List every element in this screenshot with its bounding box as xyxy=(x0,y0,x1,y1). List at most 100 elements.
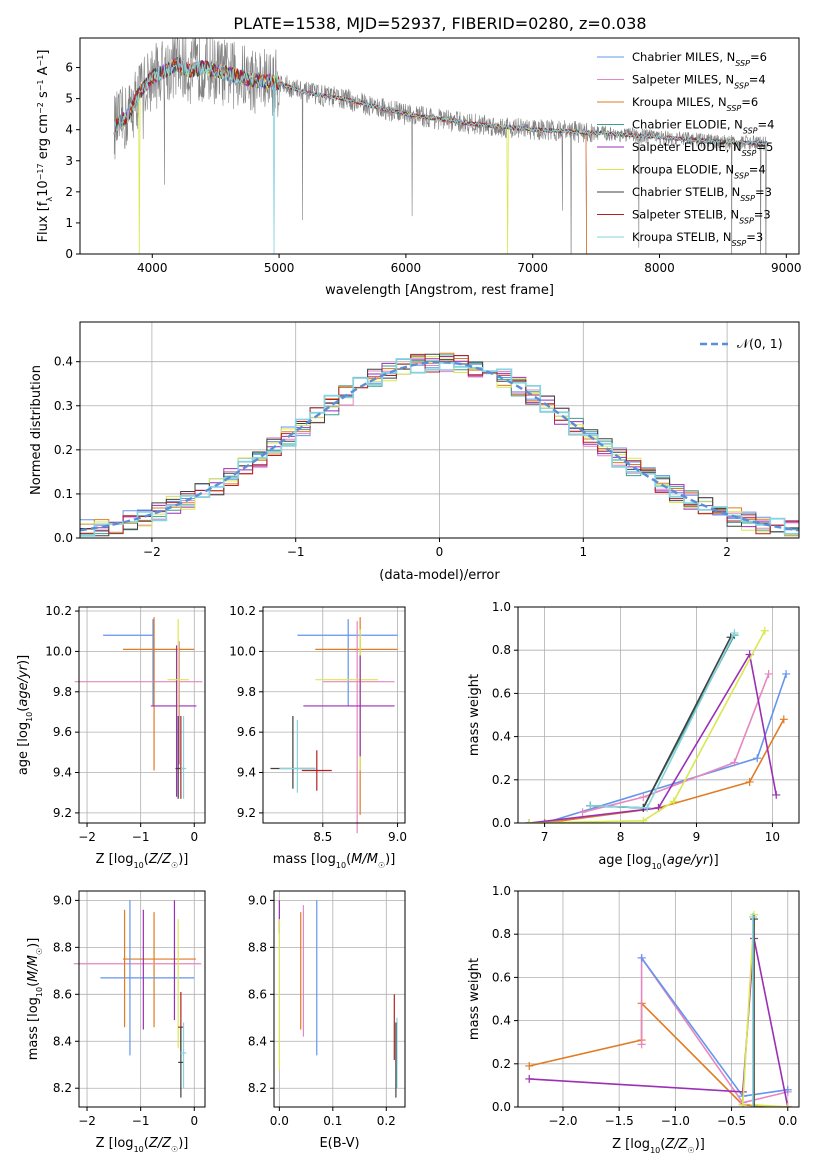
y-tick-label: 0.2 xyxy=(54,443,73,457)
x-tick-label: 0 xyxy=(190,1114,198,1128)
x-tick-label: −2.0 xyxy=(548,1114,577,1128)
y-tick-label: 1 xyxy=(65,216,73,230)
x-tick-label: 8.5 xyxy=(313,830,332,844)
mass-weight-line xyxy=(529,652,777,823)
x-tick-label: −1 xyxy=(287,545,305,559)
y-tick-label: 0.4 xyxy=(54,355,73,369)
grid xyxy=(263,607,405,823)
y-tick-label: 9.0 xyxy=(248,893,267,907)
y-tick-label: 8.4 xyxy=(53,1034,72,1048)
axes-frame xyxy=(273,890,406,1108)
y-axis-label: mass [log10(M/M☉)] xyxy=(26,938,44,1061)
y-tick-label: 8.6 xyxy=(53,987,72,1001)
mass-weight-line xyxy=(529,938,789,1107)
axes-frame xyxy=(262,606,406,824)
axes-frame xyxy=(79,37,800,255)
y-tick-label: 0.6 xyxy=(492,686,511,700)
x-tick-label: −2 xyxy=(143,545,161,559)
x-axis-label: Z [log10(Z/Z☉)] xyxy=(612,1137,705,1155)
mass-weight-marker xyxy=(637,1040,646,1049)
y-tick-label: 0 xyxy=(65,247,73,261)
y-tick-label: 0.2 xyxy=(492,1057,511,1071)
mass-weight-marker xyxy=(738,1100,747,1107)
x-tick-label: 9.0 xyxy=(388,830,407,844)
gaussian-curve xyxy=(79,360,800,532)
y-tick-label: 9.0 xyxy=(53,893,72,907)
y-tick-label: 9.6 xyxy=(237,725,256,739)
x-tick-label: 9000 xyxy=(771,261,802,275)
x-tick-label: −2 xyxy=(78,1114,96,1128)
x-tick-label: 0 xyxy=(436,545,444,559)
legend-entry: Chabrier MILES, NSSP=6 xyxy=(632,50,767,68)
mass-weight-vs-age-panel: 7 8 9 10 0.0 0.2 0.4 0.6 0.8 1.0 age [log10(age/yr… xyxy=(467,600,800,871)
x-axis-label: wavelength [Angstrom, rest frame] xyxy=(325,283,554,298)
y-tick-label: 0.2 xyxy=(492,773,511,787)
legend-entry: Salpeter STELIB, NSSP=3 xyxy=(632,208,771,226)
mass-weight-marker xyxy=(772,790,781,799)
y-axis-label: Normed distribution xyxy=(29,365,44,495)
y-tick-label: 8.2 xyxy=(248,1081,267,1095)
mass-weight-marker xyxy=(750,915,759,924)
mass-weight-line xyxy=(590,634,736,809)
mass-weight-marker xyxy=(637,953,646,962)
age-vs-mass-panel: 8.5 9.0 9.2 9.4 9.6 9.8 10.0 10.2 mass [log10(M/… xyxy=(229,604,407,869)
mass-weight-marker xyxy=(783,1103,792,1107)
y-tick-label: 0.6 xyxy=(492,970,511,984)
mass-weight-marker xyxy=(753,754,762,763)
residual-histogram-panel: −2 −1 0 1 2 0.0 0.1 0.2 0.3 0.4 𝒩(0, 1) (data-model… xyxy=(29,321,800,583)
x-tick-label: 8 xyxy=(617,830,625,844)
spectrum-title: PLATE=1538, MJD=52937, FIBERID=0280, z=0… xyxy=(233,14,646,33)
x-tick-label: 2 xyxy=(723,545,731,559)
mass-weight-marker xyxy=(760,626,769,635)
y-tick-label: 9.6 xyxy=(53,725,72,739)
axes-frame xyxy=(517,890,800,1108)
x-tick-label: 9 xyxy=(693,830,701,844)
mass-weight-line xyxy=(529,630,766,823)
y-tick-label: 3 xyxy=(65,154,73,168)
x-tick-label: −1 xyxy=(132,1114,150,1128)
y-tick-label: 8.8 xyxy=(248,940,267,954)
y-tick-label: 4 xyxy=(65,123,73,137)
grid xyxy=(518,890,799,1108)
mass-weight-marker xyxy=(748,1103,757,1107)
x-tick-label: 5000 xyxy=(264,261,295,275)
mass-weight-marker xyxy=(578,808,587,817)
legend: Chabrier MILES, NSSP=6 Salpeter MILES, NS… xyxy=(597,50,774,248)
y-tick-label: 0.0 xyxy=(492,816,511,830)
mass-weight-marker xyxy=(639,816,648,823)
x-tick-label: −1.0 xyxy=(661,1114,690,1128)
mass-weight-marker xyxy=(730,758,739,767)
x-axis-label: age [log10(age/yr)] xyxy=(598,853,718,871)
mass-weight-marker xyxy=(782,669,791,678)
y-tick-label: 0.8 xyxy=(492,927,511,941)
x-tick-label: 8000 xyxy=(644,261,675,275)
axes-frame xyxy=(78,606,206,824)
x-tick-label: 10 xyxy=(765,830,780,844)
mass-weight-marker xyxy=(525,819,534,823)
x-axis-label: Z [log10(Z/Z☉)] xyxy=(96,852,189,870)
mass-weight-marker xyxy=(586,801,595,810)
y-tick-label: 1.0 xyxy=(492,600,511,614)
axes-frame xyxy=(78,890,206,1108)
legend-entry: Kroupa ELODIE, NSSP=4 xyxy=(632,163,766,181)
grid xyxy=(79,607,205,823)
y-tick-label: 5 xyxy=(65,92,73,106)
mass-weight-line xyxy=(529,673,787,823)
mass-weight-line xyxy=(529,1001,788,1107)
x-tick-label: 0 xyxy=(190,830,198,844)
x-tick-label: 4000 xyxy=(137,261,168,275)
grid xyxy=(79,891,205,1107)
y-tick-label: 6 xyxy=(65,61,73,75)
x-tick-label: 0.2 xyxy=(377,1114,396,1128)
y-tick-label: 0.3 xyxy=(54,399,73,413)
x-tick-label: 6000 xyxy=(391,261,422,275)
y-tick-label: 9.4 xyxy=(237,766,256,780)
y-axis-label: mass weight xyxy=(467,674,482,756)
y-tick-label: 0.4 xyxy=(492,1014,511,1028)
mass-weight-marker xyxy=(745,777,754,786)
y-axis-label: age [log10(age/yr)] xyxy=(16,655,34,775)
spectrum-panel: 4000 5000 6000 7000 8000 9000 0 1 2 3 4 5 6 wavelengt… xyxy=(36,37,802,298)
legend-entry: Salpeter MILES, NSSP=4 xyxy=(632,73,766,91)
x-tick-label: 0.0 xyxy=(778,1114,797,1128)
